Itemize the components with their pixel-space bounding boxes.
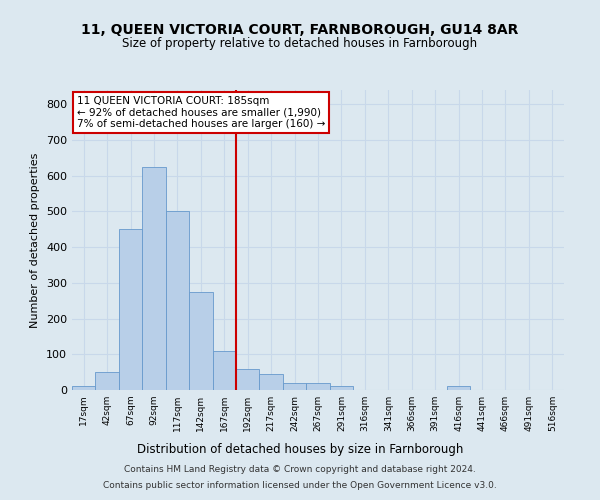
Y-axis label: Number of detached properties: Number of detached properties <box>31 152 40 328</box>
Bar <box>212 350 236 390</box>
Bar <box>142 167 166 390</box>
Bar <box>447 386 470 390</box>
Text: 11, QUEEN VICTORIA COURT, FARNBOROUGH, GU14 8AR: 11, QUEEN VICTORIA COURT, FARNBOROUGH, G… <box>82 22 518 36</box>
Bar <box>119 230 142 390</box>
Bar <box>330 386 353 390</box>
Text: 11 QUEEN VICTORIA COURT: 185sqm
← 92% of detached houses are smaller (1,990)
7% : 11 QUEEN VICTORIA COURT: 185sqm ← 92% of… <box>77 96 325 129</box>
Text: Size of property relative to detached houses in Farnborough: Size of property relative to detached ho… <box>122 38 478 51</box>
Text: Distribution of detached houses by size in Farnborough: Distribution of detached houses by size … <box>137 442 463 456</box>
Text: Contains HM Land Registry data © Crown copyright and database right 2024.: Contains HM Land Registry data © Crown c… <box>124 466 476 474</box>
Bar <box>72 386 95 390</box>
Bar <box>189 292 212 390</box>
Bar <box>95 372 119 390</box>
Bar <box>236 368 259 390</box>
Bar <box>259 374 283 390</box>
Bar <box>283 383 306 390</box>
Bar <box>166 212 189 390</box>
Bar <box>306 383 330 390</box>
Text: Contains public sector information licensed under the Open Government Licence v3: Contains public sector information licen… <box>103 480 497 490</box>
